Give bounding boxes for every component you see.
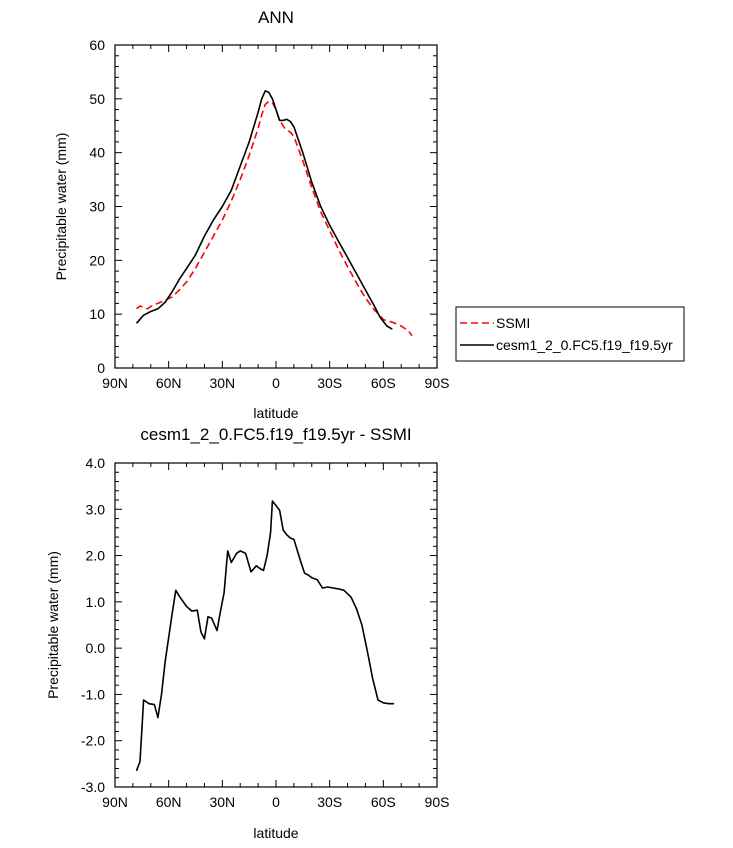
y-tick-label: 20 <box>89 252 105 268</box>
y-axis-label: Precipitable water (mm) <box>45 551 61 699</box>
x-tick-label: 30S <box>317 794 342 810</box>
legend-box <box>455 306 685 362</box>
y-tick-label: -2.0 <box>81 733 105 749</box>
chart-title: ANN <box>258 8 294 27</box>
bottom-panel: cesm1_2_0.FC5.f19_f19.5yr - SSMI 90N 60N 30… <box>45 425 449 841</box>
x-tick-label: 0 <box>272 375 280 391</box>
y-tick-label: 2.0 <box>86 548 106 564</box>
x-tick-label: 90S <box>425 794 450 810</box>
y-tick-label: 1.0 <box>86 594 106 610</box>
plot-frame <box>114 462 438 788</box>
y-axis-label: Precipitable water (mm) <box>53 133 69 281</box>
plot-frame <box>114 44 438 369</box>
x-tick-label: 60N <box>156 794 182 810</box>
y-tick-label: 30 <box>89 199 105 215</box>
x-tick-label: 60S <box>371 375 396 391</box>
x-tick-label: 30N <box>209 794 235 810</box>
y-tick-label: 60 <box>89 37 105 53</box>
x-tick-label: 30N <box>209 375 235 391</box>
y-tick-label: 0.0 <box>86 640 106 656</box>
legend-label: SSMI <box>496 315 530 331</box>
x-tick-label: 90S <box>425 375 450 391</box>
y-tick-label: 4.0 <box>86 455 106 471</box>
chart-title: cesm1_2_0.FC5.f19_f19.5yr - SSMI <box>140 425 411 444</box>
y-tick-label: -1.0 <box>81 686 105 702</box>
x-tick-label: 90N <box>102 375 128 391</box>
y-tick-label: 3.0 <box>86 501 106 517</box>
series-line-cesm1-2-0-fc5-f19-f19-5yr <box>135 90 393 330</box>
y-tick-label: 10 <box>89 306 105 322</box>
series-line-difference <box>135 500 395 772</box>
y-tick-label: -3.0 <box>81 779 105 795</box>
x-tick-label: 60S <box>371 794 396 810</box>
x-tick-label: 90N <box>102 794 128 810</box>
x-tick-label: 60N <box>156 375 182 391</box>
y-tick-label: 0 <box>97 360 105 376</box>
legend-label: cesm1_2_0.FC5.f19_f19.5yr <box>496 337 673 353</box>
legend: SSMI cesm1_2_0.FC5.f19_f19.5yr <box>455 306 685 362</box>
x-axis-label: latitude <box>253 825 298 841</box>
top-panel: ANN 90N 60N 30N 0 30S 60S 90S 0 10 20 30 40 50 60 latit… <box>53 8 449 421</box>
x-axis-label: latitude <box>253 405 298 421</box>
x-tick-label: 30S <box>317 375 342 391</box>
y-tick-label: 50 <box>89 91 105 107</box>
y-tick-label: 40 <box>89 145 105 161</box>
x-tick-label: 0 <box>272 794 280 810</box>
